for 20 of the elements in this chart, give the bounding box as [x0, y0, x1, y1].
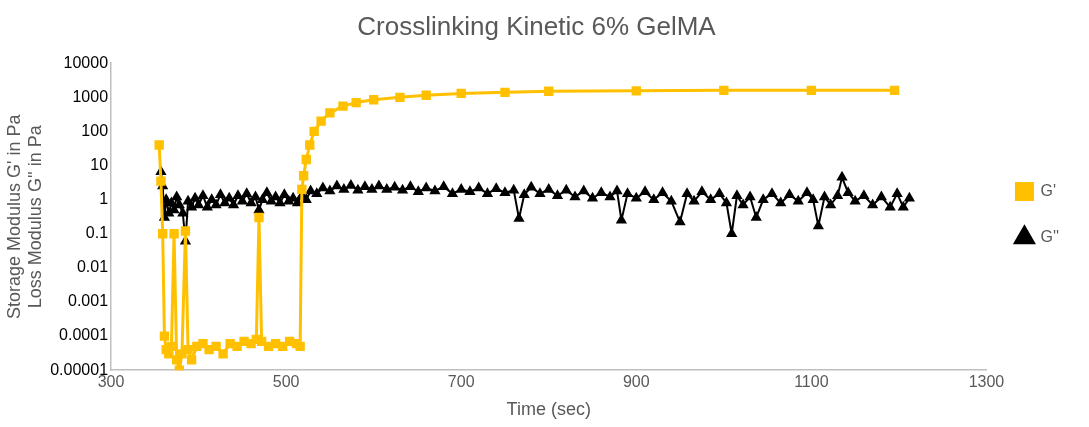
- y-axis-title: Storage Modulus G' in Pa Loss Modulus G'' in Pa: [3, 113, 46, 319]
- legend-label: G'': [1040, 227, 1060, 245]
- legend-label: G': [1040, 181, 1056, 199]
- y-tick-label: 10000: [63, 53, 109, 71]
- chart-title: Crosslinking Kinetic 6% GelMA: [357, 10, 717, 41]
- y-tick-label: 100: [81, 121, 109, 139]
- y-tick-label: 0.001: [67, 292, 109, 310]
- x-axis-title: Time (sec): [506, 399, 591, 420]
- y-tick-label: 1000: [72, 87, 109, 105]
- x-tick-label: 900: [622, 373, 650, 391]
- y-tick-label: 0.01: [76, 258, 109, 276]
- x-tick-label: 1300: [968, 373, 1005, 391]
- x-tick-label: 1100: [794, 373, 829, 391]
- x-tick-label: 500: [272, 373, 300, 391]
- y-tick-label: 0.0001: [59, 326, 109, 344]
- y-tick-label: 10: [90, 155, 109, 173]
- x-tick-label: 700: [447, 373, 475, 391]
- y-tick-label: 1: [99, 190, 109, 208]
- y-tick-label: 0.1: [85, 224, 109, 242]
- x-tick-label: 300: [97, 373, 125, 391]
